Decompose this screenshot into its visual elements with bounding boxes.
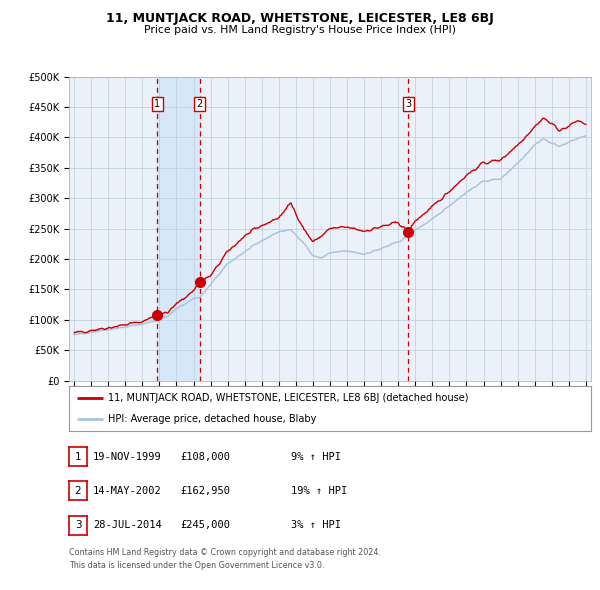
- Text: Price paid vs. HM Land Registry's House Price Index (HPI): Price paid vs. HM Land Registry's House …: [144, 25, 456, 35]
- Text: 2: 2: [197, 99, 203, 109]
- Text: 3: 3: [405, 99, 411, 109]
- Text: 19-NOV-1999: 19-NOV-1999: [93, 452, 162, 461]
- Text: £162,950: £162,950: [180, 486, 230, 496]
- Text: 14-MAY-2002: 14-MAY-2002: [93, 486, 162, 496]
- Text: 11, MUNTJACK ROAD, WHETSTONE, LEICESTER, LE8 6BJ (detached house): 11, MUNTJACK ROAD, WHETSTONE, LEICESTER,…: [108, 393, 469, 403]
- Text: 28-JUL-2014: 28-JUL-2014: [93, 520, 162, 530]
- Text: 19% ↑ HPI: 19% ↑ HPI: [291, 486, 347, 496]
- Text: £245,000: £245,000: [180, 520, 230, 530]
- Text: 2: 2: [74, 486, 82, 496]
- Text: 3: 3: [74, 520, 82, 530]
- Text: Contains HM Land Registry data © Crown copyright and database right 2024.: Contains HM Land Registry data © Crown c…: [69, 548, 381, 557]
- Text: 3% ↑ HPI: 3% ↑ HPI: [291, 520, 341, 530]
- Bar: [157, 77, 200, 381]
- Text: 1: 1: [74, 452, 82, 461]
- Text: 1: 1: [154, 99, 160, 109]
- Text: HPI: Average price, detached house, Blaby: HPI: Average price, detached house, Blab…: [108, 414, 317, 424]
- Text: £108,000: £108,000: [180, 452, 230, 461]
- Text: 9% ↑ HPI: 9% ↑ HPI: [291, 452, 341, 461]
- Text: This data is licensed under the Open Government Licence v3.0.: This data is licensed under the Open Gov…: [69, 561, 325, 570]
- Text: 11, MUNTJACK ROAD, WHETSTONE, LEICESTER, LE8 6BJ: 11, MUNTJACK ROAD, WHETSTONE, LEICESTER,…: [106, 12, 494, 25]
